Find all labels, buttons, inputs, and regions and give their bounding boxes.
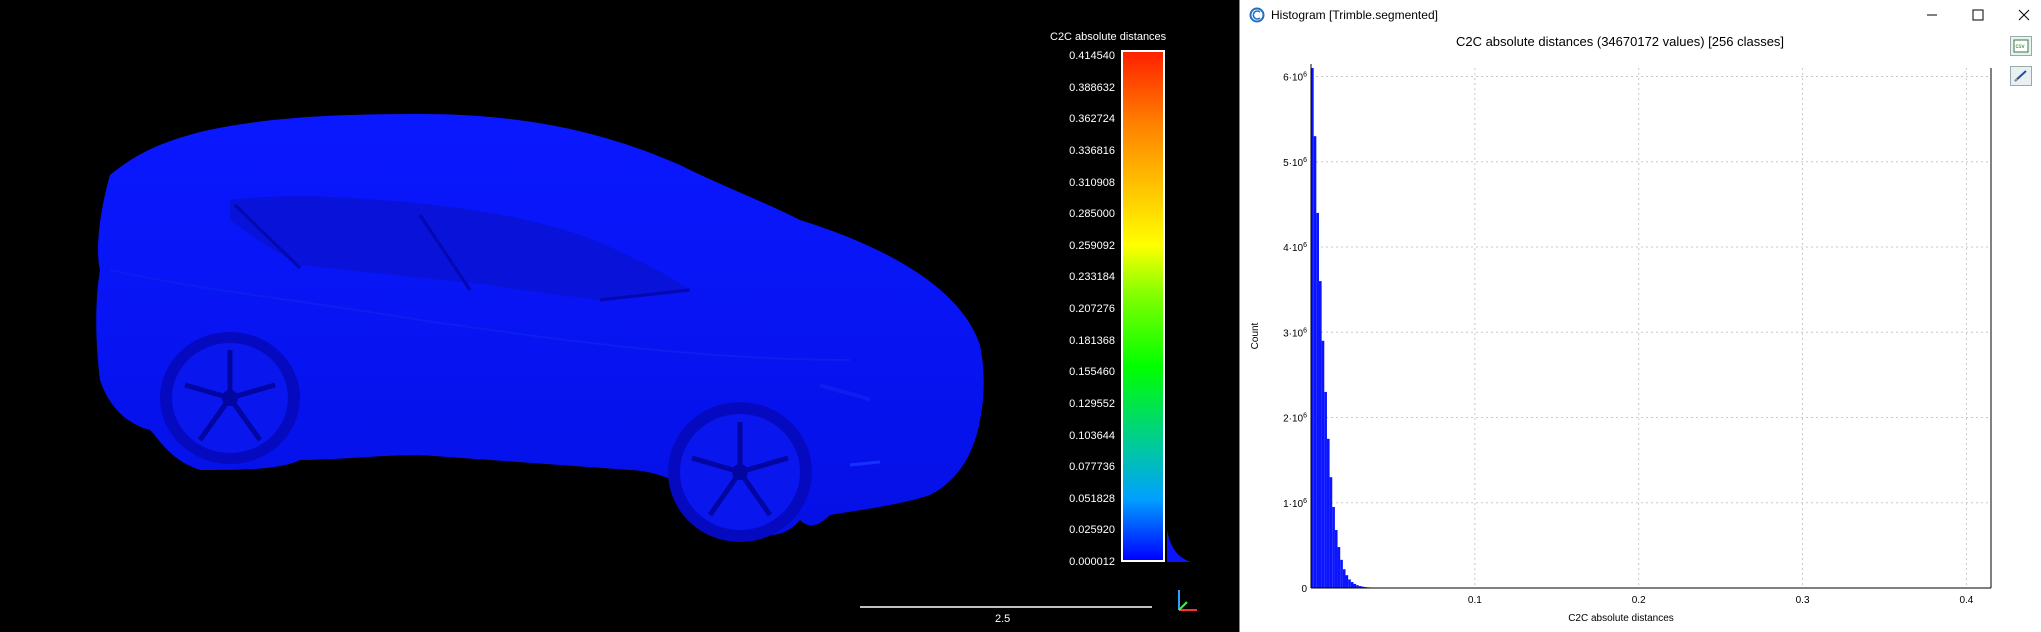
- histogram-bar: [1353, 583, 1357, 588]
- rear-wheel: [160, 332, 300, 464]
- color-scale-bar: [1121, 50, 1165, 562]
- x-axis-label: C2C absolute distances: [1568, 613, 1674, 624]
- histogram-dialog[interactable]: Histogram [Trimble.segmented] C2C absolu…: [1239, 0, 2041, 632]
- scale-tick-label: 0.077736: [1069, 461, 1115, 474]
- scale-tick-label: 0.336816: [1069, 144, 1115, 157]
- x-tick-label: 0.4: [1959, 595, 1973, 606]
- scale-tick-label: 0.388632: [1069, 81, 1115, 94]
- close-icon[interactable]: [2001, 0, 2041, 30]
- scale-tick-label: 0.259092: [1069, 239, 1115, 252]
- scale-title: C2C absolute distances: [1050, 31, 1167, 43]
- scale-tick-label: 0.207276: [1069, 303, 1115, 315]
- car-windows: [230, 196, 690, 300]
- histogram-bar: [1329, 477, 1333, 588]
- y-axis-label: Count: [1250, 322, 1261, 349]
- histogram-bar: [1348, 579, 1351, 588]
- histogram-bar: [1334, 530, 1338, 588]
- scale-tick-label: 0.233184: [1069, 271, 1115, 284]
- scale-bar: [860, 606, 1152, 608]
- histogram-bar: [1361, 586, 1365, 588]
- histogram-bar: [1318, 281, 1322, 588]
- histogram-bar: [1324, 391, 1327, 588]
- cloudcompare-icon: [1249, 7, 1265, 23]
- x-tick-label: 0.1: [1468, 595, 1482, 606]
- histogram-bar: [1311, 68, 1314, 588]
- scale-tick-label: 0.285000: [1069, 208, 1115, 221]
- y-tick-exponent: 6: [1303, 413, 1307, 420]
- scale-tick-label: 0.362724: [1069, 113, 1115, 126]
- y-tick-label: 6·106: [1283, 72, 1307, 84]
- histogram-bar: [1316, 212, 1319, 588]
- x-tick-label: 0.3: [1796, 595, 1810, 606]
- scale-tick-label: 0.103644: [1069, 429, 1115, 442]
- minimize-icon[interactable]: [1909, 0, 1955, 30]
- histogram-bar: [1321, 340, 1325, 588]
- svg-text:csv: csv: [2016, 44, 2025, 50]
- y-tick-exponent: 6: [1303, 327, 1307, 334]
- scale-histogram-sliver: [1167, 530, 1191, 562]
- histogram-bar: [1337, 547, 1341, 588]
- histogram-bar: [1332, 507, 1335, 588]
- histogram-plot[interactable]: 0 1·106 2·106 3·106 4·106 5·106 6·106 0.1 0.2 0.3…: [1240, 0, 2005, 632]
- y-tick-label: 3·106: [1283, 327, 1307, 339]
- scale-bar-label: 2.5: [995, 613, 1011, 625]
- point-cloud-render[interactable]: [0, 0, 1205, 632]
- window-title: Histogram [Trimble.segmented]: [1271, 8, 1438, 22]
- scale-tick-label: 0.129552: [1069, 397, 1115, 410]
- y-tick-exponent: 6: [1303, 157, 1307, 164]
- title-bar[interactable]: Histogram [Trimble.segmented]: [1240, 0, 2041, 30]
- histogram-bar: [1358, 586, 1362, 588]
- chart-title: C2C absolute distances (34670172 values)…: [1455, 34, 1785, 49]
- export-csv-icon[interactable]: csv: [2010, 36, 2032, 56]
- scale-tick-label: 0.051828: [1069, 492, 1115, 505]
- y-tick-label: 4·106: [1283, 242, 1307, 254]
- y-tick-label: 0: [1301, 584, 1307, 595]
- export-image-icon[interactable]: [2010, 66, 2032, 86]
- scale-tick-label: 0.310908: [1069, 176, 1115, 189]
- front-wheel: [668, 402, 812, 542]
- scale-tick-label: 0.155460: [1069, 366, 1115, 379]
- scale-tick-label: 0.025920: [1069, 524, 1115, 537]
- maximize-icon[interactable]: [1955, 0, 2001, 30]
- car-body: [96, 114, 984, 536]
- x-tick-label: 0.2: [1632, 595, 1646, 606]
- y-tick-exponent: 6: [1303, 242, 1307, 249]
- histogram-bar: [1350, 582, 1354, 588]
- scale-tick-label: 0.414540: [1069, 50, 1115, 62]
- 3d-view[interactable]: C2C absolute distances 0.414540 0.388632 0…: [0, 0, 1205, 632]
- y-tick-label: 1·106: [1283, 498, 1307, 510]
- histogram-bar: [1356, 585, 1359, 588]
- y-tick-exponent: 6: [1303, 498, 1307, 505]
- histogram-bar: [1340, 559, 1343, 588]
- histogram-bar: [1326, 438, 1330, 588]
- scale-tick-label: 0.181368: [1069, 334, 1115, 347]
- y-tick-label: 5·106: [1283, 157, 1307, 169]
- axis-trihedron-icon: [1178, 590, 1197, 611]
- y-tick-exponent: 6: [1303, 72, 1307, 79]
- histogram-bar: [1345, 575, 1349, 588]
- side-toolbar: csv: [2010, 36, 2032, 96]
- y-tick-label: 2·106: [1283, 413, 1307, 425]
- scale-tick-label: 0.000012: [1069, 556, 1115, 568]
- histogram-bar: [1313, 136, 1317, 588]
- histogram-bar: [1342, 569, 1346, 588]
